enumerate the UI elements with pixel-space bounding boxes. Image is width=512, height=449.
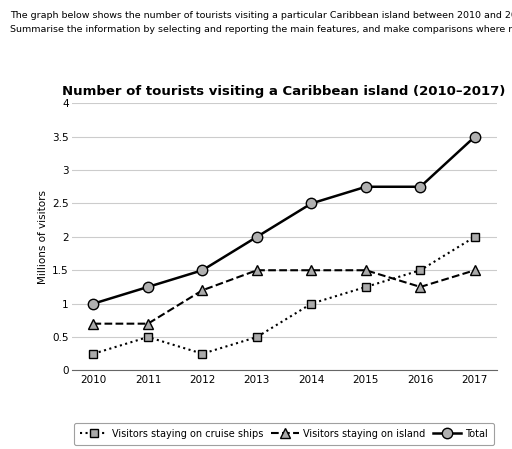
Title: Number of tourists visiting a Caribbean island (2010–2017): Number of tourists visiting a Caribbean … bbox=[62, 85, 506, 98]
Text: The graph below shows the number of tourists visiting a particular Caribbean isl: The graph below shows the number of tour… bbox=[10, 11, 512, 20]
Legend: Visitors staying on cruise ships, Visitors staying on island, Total: Visitors staying on cruise ships, Visito… bbox=[74, 423, 494, 445]
Y-axis label: Millions of visitors: Millions of visitors bbox=[38, 190, 48, 284]
Text: Summarise the information by selecting and reporting the main features, and make: Summarise the information by selecting a… bbox=[10, 25, 512, 34]
